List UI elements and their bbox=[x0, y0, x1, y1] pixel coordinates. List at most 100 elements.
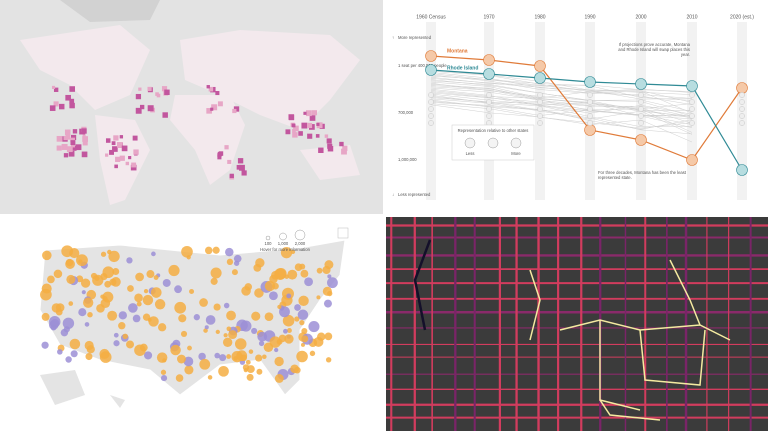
state-line bbox=[430, 75, 693, 101]
site-marker bbox=[278, 334, 287, 343]
hotspot bbox=[237, 158, 244, 164]
site-marker bbox=[153, 275, 159, 280]
state-face bbox=[537, 120, 543, 126]
hotspot bbox=[135, 93, 142, 100]
site-marker bbox=[324, 260, 334, 270]
hotspot bbox=[135, 107, 142, 114]
site-marker bbox=[290, 249, 296, 255]
site-marker bbox=[40, 288, 52, 301]
site-marker bbox=[85, 353, 93, 361]
state-face bbox=[739, 92, 745, 98]
site-marker bbox=[50, 318, 60, 328]
hotspot bbox=[109, 149, 114, 155]
arrow: ↓ bbox=[392, 192, 394, 197]
montana-face bbox=[686, 154, 698, 166]
state-face bbox=[587, 113, 593, 119]
site-marker bbox=[70, 350, 78, 358]
state-line bbox=[430, 73, 693, 92]
zoom-button[interactable] bbox=[337, 227, 349, 239]
state-face bbox=[587, 106, 593, 112]
site-marker bbox=[207, 375, 213, 380]
legend-face bbox=[487, 137, 499, 149]
state-face bbox=[428, 92, 434, 98]
site-marker bbox=[231, 269, 238, 276]
site-marker bbox=[55, 308, 63, 316]
hotspot bbox=[229, 173, 234, 179]
hotspot bbox=[111, 141, 116, 146]
hotspot bbox=[285, 129, 291, 135]
legend-title: Representation relative to other states bbox=[458, 128, 529, 133]
hotspot bbox=[121, 145, 128, 152]
site-marker bbox=[41, 341, 49, 349]
site-marker bbox=[100, 294, 105, 299]
hotspot bbox=[53, 87, 59, 92]
hotspot bbox=[298, 131, 303, 136]
site-marker bbox=[274, 374, 284, 383]
legend-face bbox=[510, 137, 522, 149]
site-marker bbox=[126, 340, 135, 349]
site-marker bbox=[66, 274, 76, 284]
land bbox=[170, 95, 245, 185]
hotspot bbox=[318, 147, 324, 153]
hotspot bbox=[288, 114, 295, 121]
site-marker bbox=[107, 310, 118, 321]
site-marker bbox=[142, 313, 151, 321]
hotspot bbox=[210, 107, 214, 111]
site-marker bbox=[262, 354, 267, 360]
site-marker bbox=[81, 290, 86, 295]
site-marker bbox=[234, 338, 247, 350]
site-marker bbox=[299, 320, 305, 326]
state-face bbox=[537, 99, 543, 105]
hotspot bbox=[292, 132, 298, 138]
decade-label: 2020 (est.) bbox=[730, 14, 754, 20]
land bbox=[20, 25, 150, 110]
state-face bbox=[537, 106, 543, 112]
site-marker bbox=[323, 299, 332, 308]
site-marker bbox=[126, 257, 133, 264]
site-marker bbox=[313, 336, 324, 347]
site-marker bbox=[226, 310, 236, 321]
state-face bbox=[739, 120, 745, 126]
land bbox=[60, 0, 160, 22]
site-marker bbox=[41, 312, 50, 321]
highlight-path bbox=[599, 399, 661, 421]
hotspot bbox=[342, 145, 348, 151]
hawaii bbox=[110, 395, 125, 408]
hotspot bbox=[301, 122, 308, 129]
site-marker bbox=[294, 316, 300, 322]
site-marker bbox=[100, 298, 111, 309]
site-marker bbox=[144, 351, 153, 360]
hotspot bbox=[232, 108, 237, 114]
hotspot bbox=[81, 128, 87, 134]
site-marker bbox=[304, 277, 313, 287]
site-marker bbox=[53, 269, 63, 279]
site-marker bbox=[68, 301, 74, 306]
hotspot bbox=[131, 162, 137, 168]
state-face bbox=[638, 106, 644, 112]
site-marker bbox=[203, 328, 208, 333]
site-marker bbox=[316, 295, 321, 300]
state-face bbox=[587, 120, 593, 126]
site-marker bbox=[198, 352, 206, 361]
hotspot bbox=[241, 170, 247, 176]
hotspot bbox=[316, 122, 323, 129]
hotspot bbox=[316, 122, 320, 126]
site-marker bbox=[300, 269, 309, 278]
site-marker bbox=[184, 365, 194, 375]
state-line bbox=[430, 78, 693, 100]
site-marker bbox=[324, 332, 333, 341]
hotspot bbox=[65, 134, 71, 140]
state-face bbox=[739, 113, 745, 119]
hotspot bbox=[113, 135, 119, 141]
site-marker bbox=[246, 365, 255, 374]
site-marker bbox=[143, 288, 149, 294]
site-marker bbox=[258, 340, 265, 347]
state-face bbox=[689, 120, 695, 126]
site-marker bbox=[160, 375, 168, 382]
site-marker bbox=[280, 247, 293, 259]
site-marker bbox=[193, 314, 200, 321]
montana-face bbox=[635, 134, 647, 146]
state-face bbox=[428, 113, 434, 119]
site-marker bbox=[301, 328, 308, 335]
hotspot bbox=[51, 85, 56, 89]
